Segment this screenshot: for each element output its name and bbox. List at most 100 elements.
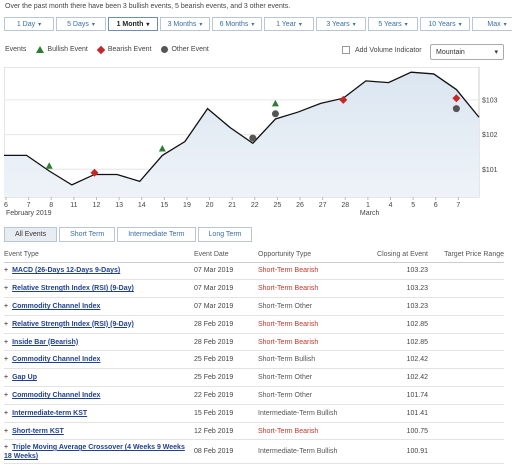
tab-term[interactable]: All Events [4,227,58,242]
cell-event-type: + Intermediate-term KST [4,404,194,423]
cell-opportunity-type: Short-Term Bearish [258,315,358,334]
bearish-event-marker [339,95,348,104]
other-event-marker [271,110,279,118]
events-table: Event Type Event Date Opportunity Type C… [4,248,504,465]
chevron-down-icon: ▾ [199,21,203,28]
expand-icon[interactable]: + [4,267,9,275]
legend-bullish-label: Bullish Event [47,46,88,53]
time-range-selector: 1 Day ▾ 5 Days ▾ 1 Month ▾ 3 Months ▾ 6 Months ▾ 1… [4,17,512,31]
expand-icon[interactable]: + [4,391,9,399]
col-event-type: Event Type [4,248,194,263]
range-button[interactable]: 10 Years ▾ [420,17,470,31]
cell-closing: 102.85 [358,333,438,352]
range-button[interactable]: 5 Years ▾ [368,17,418,31]
table-row: + Commodity Channel Index 07 Mar 2019 Short… [4,297,504,316]
col-opportunity-type: Opportunity Type [258,248,358,263]
cell-event-date: 28 Feb 2019 [194,315,258,334]
x-tick-label: 8 [49,202,53,209]
expand-icon[interactable]: + [4,320,9,328]
chevron-down-icon: ▾ [352,21,356,28]
expand-icon[interactable]: + [4,427,9,435]
chart-legend: Events Bullish Event Bearish Event Other… [5,45,219,54]
range-button[interactable]: 1 Year ▾ [264,17,314,31]
range-button-label: 1 Month [116,20,144,28]
event-type-link[interactable]: Commodity Channel Index [12,391,101,399]
x-tick-label: 5 [411,202,415,209]
chevron-down-icon: ▾ [404,21,408,28]
expand-icon[interactable]: + [4,356,9,364]
cell-closing: 102.42 [358,350,438,370]
add-volume-checkbox[interactable] [342,46,350,54]
tab-term[interactable]: Long Term [197,227,253,242]
event-type-link[interactable]: Inside Bar (Bearish) [12,338,79,346]
event-type-link[interactable]: Relative Strength Index (RSI) (9-Day) [12,320,134,328]
chart-style-value: Mountain [436,48,465,56]
event-type-link[interactable]: Intermediate-term KST [12,409,88,417]
range-button[interactable]: 3 Years ▾ [316,17,366,31]
table-row: + Gap Up 25 Feb 2019 Short-Term Other 102.42 [4,368,504,388]
price-line [4,71,480,186]
expand-icon[interactable]: + [4,443,9,451]
cell-event-date: 15 Feb 2019 [194,404,258,423]
event-type-link[interactable]: Gap Up [12,374,37,382]
cell-closing: 100.75 [358,422,438,441]
event-type-link[interactable]: Triple Moving Average Crossover (4 Weeks… [4,443,185,460]
x-tick-label: 1 [366,202,370,209]
range-button[interactable]: Max ▾ [472,17,512,31]
range-button-label: 6 Months [219,20,249,28]
tab-term[interactable]: Short Term [59,227,116,242]
x-tick-label: 25 [274,202,282,209]
cell-event-type: + Inside Bar (Bearish) [4,333,194,352]
expand-icon[interactable]: + [4,302,9,310]
cell-opportunity-type: Short-Term Bearish [258,333,358,352]
cell-closing: 103.23 [358,279,438,299]
range-button[interactable]: 1 Day ▾ [4,17,54,31]
expand-icon[interactable]: + [4,285,9,293]
range-button[interactable]: 6 Months ▾ [212,17,262,31]
cell-closing: 103.23 [358,262,438,281]
expand-icon[interactable]: + [4,409,9,417]
cell-opportunity-type: Short-Term Bearish [258,422,358,441]
range-button[interactable]: 3 Months ▾ [160,17,210,31]
cell-event-date: 28 Feb 2019 [194,333,258,352]
col-event-date: Event Date [194,248,258,263]
chart-style-select[interactable]: Mountain ▾ [430,44,504,60]
x-tick-label: 11 [70,202,77,209]
expand-icon[interactable]: + [4,338,9,346]
tab-term[interactable]: Intermediate Term [117,227,196,242]
range-button-label: Max [487,20,501,28]
range-button[interactable]: 1 Month ▾ [108,17,158,31]
table-row: + Inside Bar (Bearish) 28 Feb 2019 Short-Te… [4,333,504,352]
cell-event-date: 12 Feb 2019 [194,422,258,441]
event-type-link[interactable]: MACD (26-Days 12-Days 9-Days) [12,267,121,275]
expand-icon[interactable]: + [4,374,9,382]
bearish-diamond-icon [96,45,106,54]
event-type-link[interactable]: Short-term KST [12,427,64,435]
col-target-price: Target Price Range [438,248,504,263]
range-button[interactable]: 5 Days ▾ [56,17,106,31]
chevron-down-icon: ▾ [503,21,507,28]
x-tick-label: 7 [456,202,460,209]
chevron-down-icon: ▾ [458,21,462,28]
add-volume-indicator[interactable]: Add Volume Indicator [342,46,422,54]
range-button-label: 1 Day [16,20,36,28]
other-event-marker [249,134,257,142]
range-button-label: 10 Years [428,20,456,28]
table-row: + Relative Strength Index (RSI) (9-Day) 07… [4,279,504,299]
event-type-link[interactable]: Commodity Channel Index [12,356,101,364]
cell-opportunity-type: Short-Term Other [258,386,358,405]
cell-event-date: 25 Feb 2019 [194,368,258,388]
cell-event-type: + Commodity Channel Index [4,386,194,405]
cell-event-date: 07 Mar 2019 [194,262,258,281]
cell-target-price [438,279,504,299]
table-row: + Commodity Channel Index 22 Feb 2019 Short… [4,386,504,405]
cell-event-date: 25 Feb 2019 [194,350,258,370]
cell-event-type: + Gap Up [4,368,194,388]
x-tick-label: 19 [183,202,191,209]
x-tick-label: 14 [138,202,146,209]
cell-event-date: 07 Mar 2019 [194,279,258,299]
chevron-down-icon: ▾ [494,49,498,56]
event-type-link[interactable]: Relative Strength Index (RSI) (9-Day) [12,285,134,293]
bearish-event-marker [452,94,461,103]
event-type-link[interactable]: Commodity Channel Index [12,302,101,310]
